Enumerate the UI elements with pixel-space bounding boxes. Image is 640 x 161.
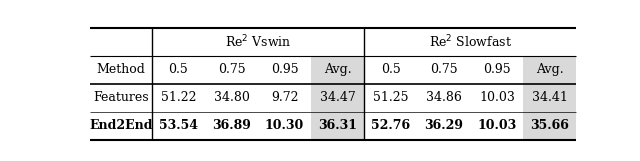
Text: 0.75: 0.75 bbox=[218, 63, 245, 76]
Bar bbox=[311, 56, 364, 140]
Text: 10.03: 10.03 bbox=[477, 119, 516, 132]
Text: 35.66: 35.66 bbox=[531, 119, 570, 132]
Text: 0.5: 0.5 bbox=[381, 63, 401, 76]
Text: 0.75: 0.75 bbox=[430, 63, 458, 76]
Text: Re$^2$ Vswin: Re$^2$ Vswin bbox=[225, 34, 291, 50]
Text: 34.41: 34.41 bbox=[532, 91, 568, 104]
Text: Avg.: Avg. bbox=[536, 63, 564, 76]
Text: Re$^2$ Slowfast: Re$^2$ Slowfast bbox=[429, 34, 512, 50]
Text: End2End: End2End bbox=[89, 119, 153, 132]
Text: 0.5: 0.5 bbox=[168, 63, 188, 76]
Text: 0.95: 0.95 bbox=[271, 63, 298, 76]
Text: 36.89: 36.89 bbox=[212, 119, 251, 132]
Text: 36.29: 36.29 bbox=[424, 119, 463, 132]
Text: Features: Features bbox=[93, 91, 148, 104]
Text: Avg.: Avg. bbox=[324, 63, 351, 76]
Text: 0.95: 0.95 bbox=[483, 63, 511, 76]
Text: 34.86: 34.86 bbox=[426, 91, 461, 104]
Text: Method: Method bbox=[97, 63, 145, 76]
Text: 53.54: 53.54 bbox=[159, 119, 198, 132]
Text: 51.25: 51.25 bbox=[373, 91, 408, 104]
Text: 10.30: 10.30 bbox=[265, 119, 304, 132]
Text: 52.76: 52.76 bbox=[371, 119, 410, 132]
Text: 51.22: 51.22 bbox=[161, 91, 196, 104]
Text: 9.72: 9.72 bbox=[271, 91, 298, 104]
Text: 34.47: 34.47 bbox=[320, 91, 356, 104]
Text: 10.03: 10.03 bbox=[479, 91, 515, 104]
Bar bbox=[524, 56, 577, 140]
Text: 36.31: 36.31 bbox=[318, 119, 357, 132]
Text: 34.80: 34.80 bbox=[214, 91, 250, 104]
